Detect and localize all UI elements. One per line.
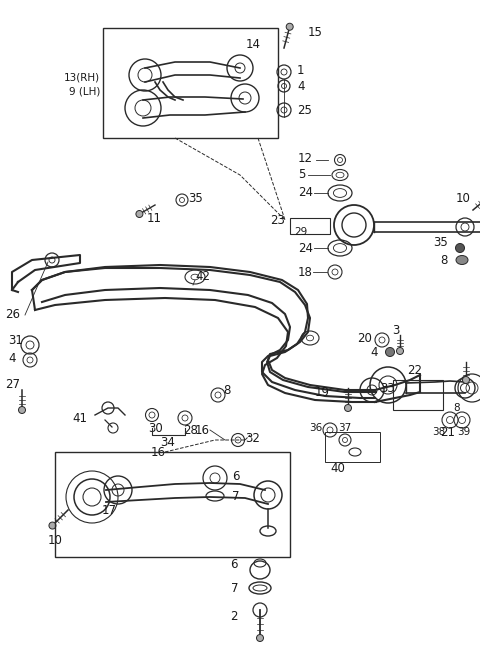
Text: 25: 25 (297, 103, 312, 116)
Text: 39: 39 (457, 427, 470, 437)
Text: 18: 18 (298, 265, 313, 278)
Text: 34: 34 (160, 435, 175, 448)
Text: 24: 24 (298, 241, 313, 255)
Bar (393, 380, 443, 410)
Text: 4: 4 (8, 351, 15, 364)
Text: 33: 33 (380, 382, 395, 394)
Text: 15: 15 (308, 26, 323, 38)
Text: 2: 2 (230, 610, 238, 622)
Text: 7: 7 (232, 489, 240, 503)
Text: 7: 7 (230, 581, 238, 595)
Text: 10: 10 (48, 534, 63, 546)
Text: 16: 16 (151, 446, 166, 458)
Text: 21: 21 (441, 425, 456, 439)
Text: 35: 35 (433, 235, 448, 249)
Text: 19: 19 (315, 386, 330, 399)
Bar (325, 432, 380, 462)
Text: 36: 36 (309, 423, 322, 433)
Circle shape (49, 522, 56, 529)
Text: 20: 20 (357, 331, 372, 345)
Text: 9 (LH): 9 (LH) (69, 86, 100, 96)
Text: 5: 5 (298, 169, 305, 181)
Text: 12: 12 (298, 151, 313, 165)
Text: 14: 14 (246, 38, 261, 52)
Bar (290, 218, 330, 234)
Text: 8: 8 (441, 253, 448, 267)
Text: 23: 23 (270, 214, 285, 226)
Text: 38: 38 (432, 427, 445, 437)
Text: 4: 4 (297, 79, 304, 93)
Text: 29: 29 (294, 227, 307, 237)
Text: 13(RH): 13(RH) (64, 73, 100, 83)
Text: 26: 26 (5, 308, 20, 321)
Circle shape (19, 407, 25, 413)
Bar (103, 28, 278, 138)
Text: 22: 22 (408, 364, 422, 376)
Text: 30: 30 (148, 421, 163, 435)
Circle shape (256, 634, 264, 642)
Text: 31: 31 (8, 333, 23, 347)
Circle shape (136, 210, 143, 218)
Circle shape (286, 24, 293, 30)
Text: 10: 10 (456, 192, 471, 204)
Text: 35: 35 (188, 192, 203, 204)
Circle shape (345, 405, 351, 411)
Text: 6: 6 (230, 558, 238, 571)
Text: 1: 1 (297, 63, 304, 77)
Bar (55, 452, 290, 557)
Text: 8: 8 (453, 403, 460, 413)
Circle shape (456, 243, 465, 253)
Text: 11: 11 (147, 212, 162, 224)
Circle shape (385, 347, 395, 357)
Text: 32: 32 (245, 431, 260, 444)
Text: 3: 3 (392, 323, 399, 337)
Text: 24: 24 (298, 187, 313, 200)
Text: 28: 28 (183, 423, 198, 437)
Text: 40: 40 (331, 462, 346, 474)
Text: 27: 27 (5, 378, 20, 392)
Text: 42: 42 (195, 271, 210, 284)
Text: 4: 4 (371, 345, 378, 358)
Text: 8: 8 (223, 384, 230, 396)
Circle shape (463, 376, 469, 384)
Circle shape (396, 347, 404, 355)
Text: 6: 6 (232, 470, 240, 483)
Text: 41: 41 (72, 411, 87, 425)
Text: 37: 37 (338, 423, 351, 433)
Ellipse shape (456, 255, 468, 265)
Text: 16: 16 (195, 423, 210, 437)
Text: 17: 17 (102, 503, 117, 517)
